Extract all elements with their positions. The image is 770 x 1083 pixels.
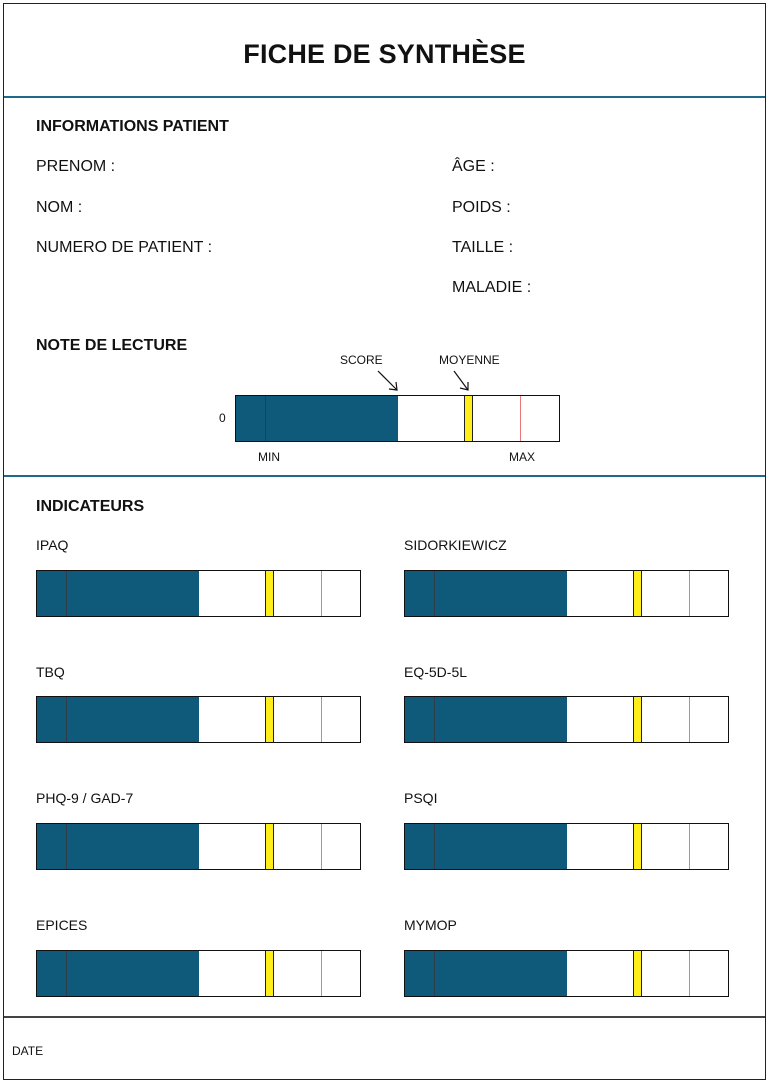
indicator-bar-psqi xyxy=(404,823,729,870)
average-marker xyxy=(632,697,642,742)
summary-sheet: FICHE DE SYNTHÈSE INFORMATIONS PATIENT P… xyxy=(3,3,766,1080)
indicator-bar-epices xyxy=(36,950,361,997)
average-marker xyxy=(264,824,274,869)
score-arrow-icon xyxy=(377,370,398,391)
score-legend-label: SCORE xyxy=(340,353,383,367)
min-line xyxy=(434,697,436,742)
min-line xyxy=(434,824,436,869)
indicator-label-ipaq: IPAQ xyxy=(36,537,69,553)
max-line xyxy=(321,697,323,742)
average-marker xyxy=(632,571,642,616)
indicator-label-mymop: MYMOP xyxy=(404,917,457,933)
min-line xyxy=(66,697,68,742)
legend-bar xyxy=(235,395,560,442)
patient-number-label: NUMERO DE PATIENT : xyxy=(36,239,213,256)
indicator-bar-mymop xyxy=(404,950,729,997)
footer-divider xyxy=(4,1016,765,1018)
indicator-label-epices: EPICES xyxy=(36,917,88,933)
indicators-section-title: INDICATEURS xyxy=(36,498,145,515)
legend-max-line xyxy=(520,396,522,441)
score-fill xyxy=(37,824,199,869)
indicator-label-phq9-gad7: PHQ-9 / GAD-7 xyxy=(36,790,134,806)
average-marker xyxy=(264,951,274,996)
reading-note-title: NOTE DE LECTURE xyxy=(36,337,188,354)
max-line xyxy=(689,571,691,616)
indicator-bar-eq5d5l xyxy=(404,696,729,743)
average-arrow-icon xyxy=(453,370,469,391)
indicator-label-sidorkiewicz: SIDORKIEWICZ xyxy=(404,537,507,553)
max-line xyxy=(689,697,691,742)
indicators-divider xyxy=(4,475,765,477)
average-marker xyxy=(264,571,274,616)
score-fill xyxy=(405,697,567,742)
page-title: FICHE DE SYNTHÈSE xyxy=(243,39,526,69)
legend-score-fill xyxy=(236,396,398,441)
max-label: MAX xyxy=(509,450,536,464)
score-fill xyxy=(37,697,199,742)
score-fill xyxy=(405,951,567,996)
max-line xyxy=(689,951,691,996)
min-line xyxy=(434,571,436,616)
average-marker xyxy=(632,951,642,996)
disease-label: MALADIE : xyxy=(452,279,532,296)
date-label: DATE xyxy=(12,1044,44,1058)
min-line xyxy=(66,824,68,869)
indicator-bar-ipaq xyxy=(36,570,361,617)
score-fill xyxy=(37,571,199,616)
height-label: TAILLE : xyxy=(452,239,514,256)
average-marker xyxy=(632,824,642,869)
header-divider xyxy=(4,96,765,98)
min-line xyxy=(66,571,68,616)
score-fill xyxy=(405,571,567,616)
indicator-label-eq5d5l: EQ-5D-5L xyxy=(404,664,468,680)
zero-label: 0 xyxy=(219,411,226,425)
first-name-label: PRENOM : xyxy=(36,158,116,175)
max-line xyxy=(321,571,323,616)
indicator-label-tbq: TBQ xyxy=(36,664,65,680)
max-line xyxy=(321,951,323,996)
indicator-label-psqi: PSQI xyxy=(404,790,438,806)
average-legend-label: MOYENNE xyxy=(439,353,500,367)
indicator-bar-phq9-gad7 xyxy=(36,823,361,870)
weight-label: POIDS : xyxy=(452,199,511,216)
age-label: ÂGE : xyxy=(452,158,495,175)
legend-min-line xyxy=(265,396,267,441)
min-line xyxy=(434,951,436,996)
patient-section-title: INFORMATIONS PATIENT xyxy=(36,118,229,135)
indicator-bar-tbq xyxy=(36,696,361,743)
indicator-bar-sidorkiewicz xyxy=(404,570,729,617)
min-label: MIN xyxy=(258,450,280,464)
max-line xyxy=(321,824,323,869)
average-marker xyxy=(264,697,274,742)
score-fill xyxy=(37,951,199,996)
min-line xyxy=(66,951,68,996)
max-line xyxy=(689,824,691,869)
last-name-label: NOM : xyxy=(36,199,83,216)
legend-average-marker xyxy=(463,396,473,441)
score-fill xyxy=(405,824,567,869)
